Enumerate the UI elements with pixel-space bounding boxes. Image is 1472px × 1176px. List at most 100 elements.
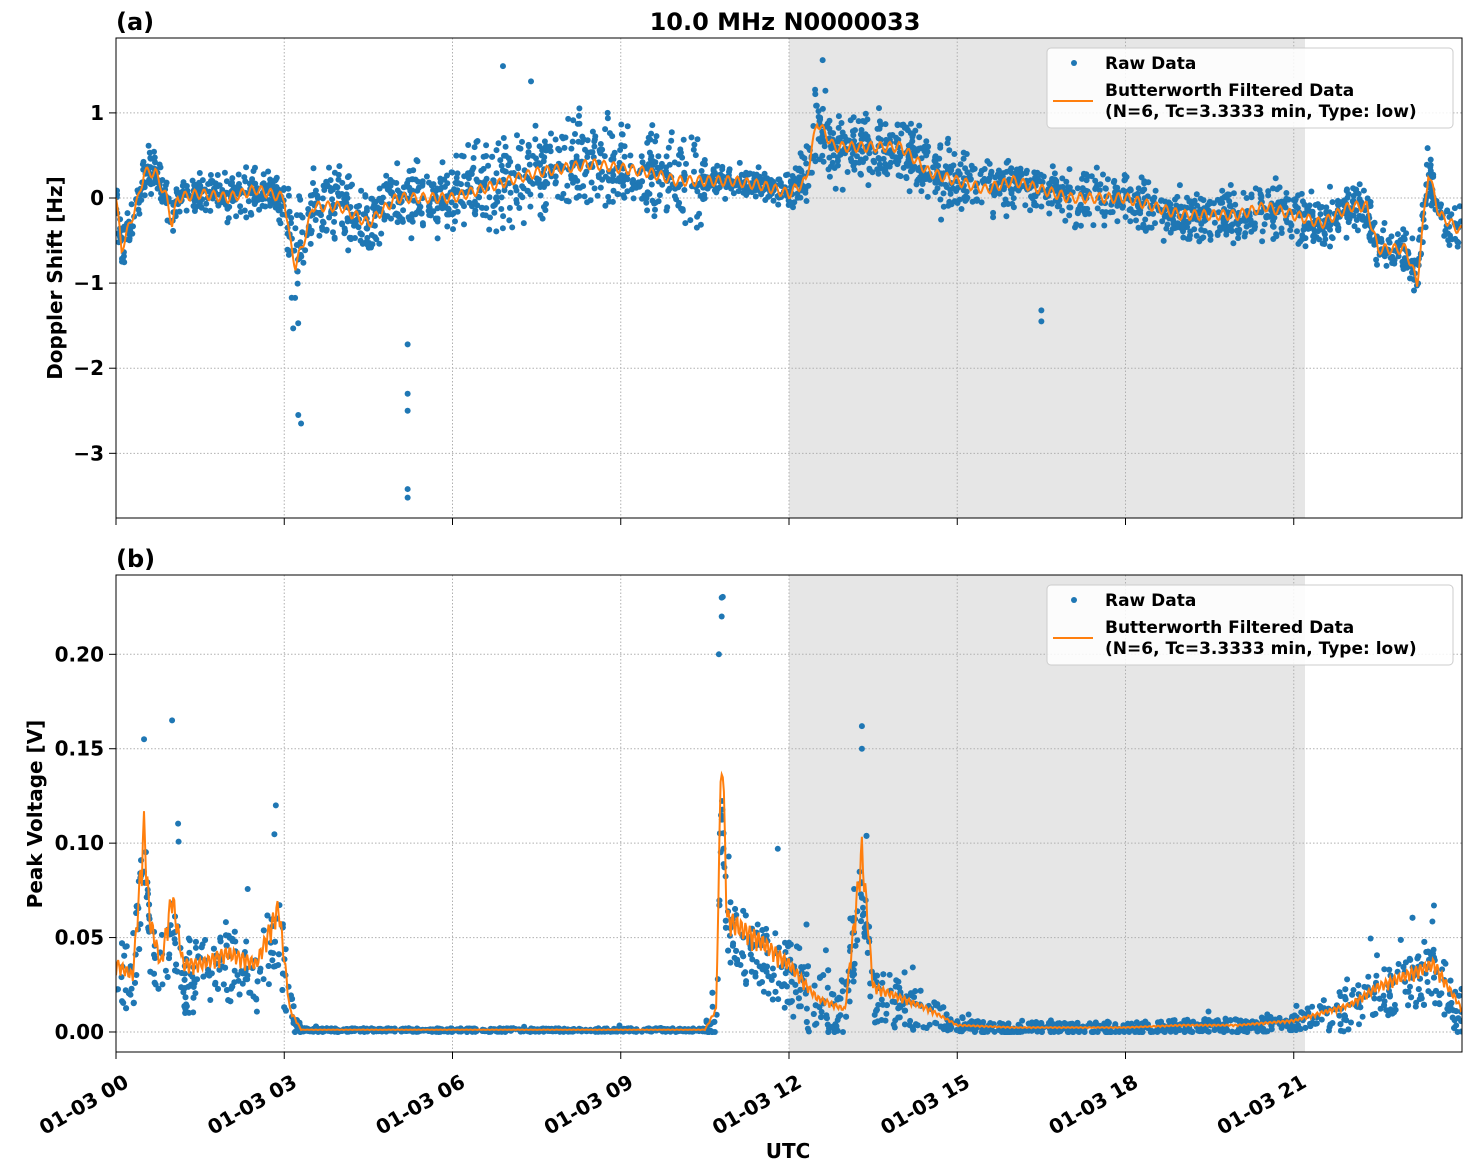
raw-data-point bbox=[435, 205, 441, 211]
raw-data-point bbox=[627, 153, 633, 159]
y-tick-label: 1 bbox=[90, 101, 104, 125]
raw-data-point bbox=[643, 195, 649, 201]
raw-data-point bbox=[1416, 986, 1422, 992]
raw-data-point bbox=[532, 136, 538, 142]
raw-data-point bbox=[471, 155, 477, 161]
raw-data-point bbox=[1284, 219, 1290, 225]
raw-data-point bbox=[1345, 1026, 1351, 1032]
raw-data-point bbox=[895, 122, 901, 128]
raw-data-point bbox=[245, 886, 251, 892]
raw-data-point bbox=[165, 974, 171, 980]
raw-data-point bbox=[237, 992, 243, 998]
raw-data-point bbox=[1360, 1014, 1366, 1020]
raw-data-point bbox=[552, 181, 558, 187]
raw-data-point bbox=[1283, 190, 1289, 196]
raw-data-point bbox=[298, 421, 304, 427]
raw-data-point bbox=[618, 122, 624, 128]
raw-data-point bbox=[559, 134, 565, 140]
raw-data-point bbox=[1291, 197, 1297, 203]
raw-data-point bbox=[1458, 1029, 1464, 1035]
raw-data-point bbox=[778, 180, 784, 186]
raw-data-point bbox=[120, 1000, 126, 1006]
raw-data-point bbox=[174, 186, 180, 192]
raw-data-point bbox=[1335, 226, 1341, 232]
raw-data-point bbox=[483, 142, 489, 148]
raw-data-point bbox=[843, 1014, 849, 1020]
raw-data-point bbox=[1092, 186, 1098, 192]
raw-data-point bbox=[533, 155, 539, 161]
raw-data-point bbox=[182, 971, 188, 977]
raw-data-point bbox=[507, 205, 513, 211]
raw-data-point bbox=[589, 180, 595, 186]
raw-data-point bbox=[576, 139, 582, 145]
raw-data-point bbox=[455, 209, 461, 215]
raw-data-point bbox=[267, 203, 273, 209]
raw-data-point bbox=[544, 181, 550, 187]
raw-data-point bbox=[1409, 235, 1415, 241]
raw-data-point bbox=[822, 88, 828, 94]
raw-data-point bbox=[1441, 1012, 1447, 1018]
raw-data-point bbox=[1431, 947, 1437, 953]
raw-data-point bbox=[1448, 211, 1454, 217]
raw-data-point bbox=[659, 161, 665, 167]
raw-data-point bbox=[126, 990, 132, 996]
raw-data-point bbox=[348, 236, 354, 242]
raw-data-point bbox=[159, 199, 165, 205]
raw-data-point bbox=[191, 984, 197, 990]
raw-data-point bbox=[1078, 223, 1084, 229]
raw-data-point bbox=[652, 138, 658, 144]
raw-data-point bbox=[782, 1005, 788, 1011]
y-axis-label-b: Peak Voltage [V] bbox=[23, 720, 47, 909]
raw-data-point bbox=[320, 219, 326, 225]
raw-data-point bbox=[831, 152, 837, 158]
raw-data-point bbox=[491, 210, 497, 216]
raw-data-point bbox=[1371, 996, 1377, 1002]
raw-data-point bbox=[695, 136, 701, 142]
raw-data-point bbox=[847, 999, 853, 1005]
raw-data-point bbox=[446, 212, 452, 218]
raw-data-point bbox=[1090, 222, 1096, 228]
raw-data-point bbox=[732, 906, 738, 912]
raw-data-point bbox=[1355, 227, 1361, 233]
raw-data-point bbox=[1004, 200, 1010, 206]
raw-data-point bbox=[186, 936, 192, 942]
raw-data-point bbox=[818, 139, 824, 145]
raw-data-point bbox=[141, 159, 147, 165]
raw-data-point bbox=[827, 118, 833, 124]
raw-data-point bbox=[1260, 228, 1266, 234]
raw-data-point bbox=[564, 183, 570, 189]
raw-data-point bbox=[203, 201, 209, 207]
raw-data-point bbox=[1365, 195, 1371, 201]
raw-data-point bbox=[918, 188, 924, 194]
raw-data-point bbox=[678, 206, 684, 212]
raw-data-point bbox=[584, 154, 590, 160]
raw-data-point bbox=[1349, 992, 1355, 998]
raw-data-point bbox=[770, 966, 776, 972]
raw-data-point bbox=[770, 997, 776, 1003]
raw-data-point bbox=[1153, 188, 1159, 194]
raw-data-point bbox=[562, 145, 568, 151]
raw-data-point bbox=[694, 214, 700, 220]
raw-data-point bbox=[759, 927, 765, 933]
raw-data-point bbox=[1323, 204, 1329, 210]
raw-data-point bbox=[200, 177, 206, 183]
raw-data-point bbox=[1318, 205, 1324, 211]
raw-data-point bbox=[1263, 215, 1269, 221]
y-tick-label: −2 bbox=[73, 356, 104, 380]
raw-data-point bbox=[946, 147, 952, 153]
raw-data-point bbox=[177, 209, 183, 215]
raw-data-point bbox=[824, 1015, 830, 1021]
raw-data-point bbox=[341, 196, 347, 202]
raw-data-point bbox=[1212, 1027, 1218, 1033]
raw-data-point bbox=[148, 191, 154, 197]
raw-data-point bbox=[151, 149, 157, 155]
raw-data-point bbox=[453, 180, 459, 186]
raw-data-point bbox=[1159, 218, 1165, 224]
raw-data-point bbox=[828, 130, 834, 136]
raw-data-point bbox=[378, 231, 384, 237]
raw-data-point bbox=[902, 1008, 908, 1014]
raw-data-point bbox=[833, 186, 839, 192]
raw-data-point bbox=[978, 171, 984, 177]
raw-data-point bbox=[615, 191, 621, 197]
raw-data-point bbox=[1178, 204, 1184, 210]
